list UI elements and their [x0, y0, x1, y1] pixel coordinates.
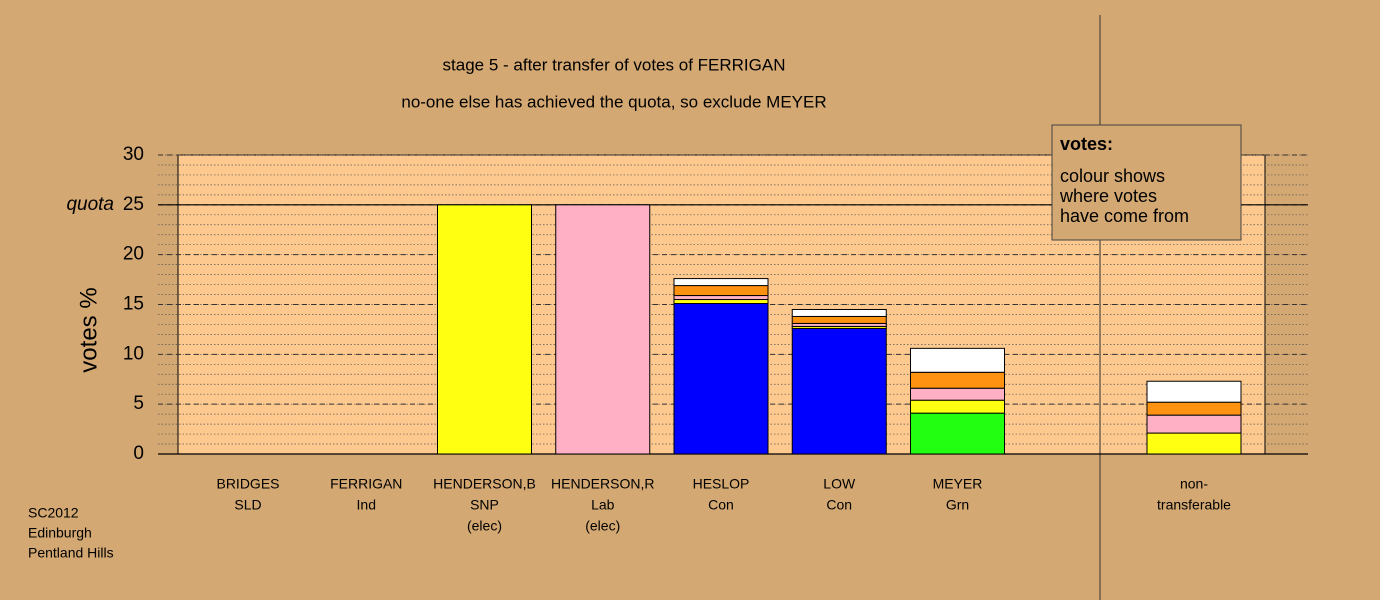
y-tick-label: 20	[123, 244, 144, 265]
x-tick-label: SLD	[234, 497, 261, 513]
x-tick-label: BRIDGES	[216, 476, 279, 492]
footer-text: Pentland Hills	[28, 545, 114, 561]
bar-segment	[673, 303, 769, 455]
bar-segment	[791, 327, 887, 455]
footer-text: SC2012	[28, 505, 79, 521]
bar-segment	[910, 399, 1005, 414]
bar-segment	[1146, 401, 1242, 416]
bar-segment	[1146, 414, 1242, 434]
bar-segment	[1146, 380, 1242, 403]
legend-text: where votes	[1059, 186, 1157, 206]
x-tick-label: MEYER	[933, 476, 983, 492]
bar-segment	[673, 295, 769, 301]
bar-segment	[791, 308, 887, 317]
x-tick-label: LOW	[823, 476, 856, 492]
bar-segment	[555, 204, 651, 455]
y-tick-label: 15	[123, 294, 144, 315]
x-tick-label: transferable	[1157, 497, 1231, 513]
bar-segment	[791, 315, 887, 324]
chart-subtitle: no-one else has achieved the quota, so e…	[401, 92, 826, 111]
bar-segment	[910, 347, 1005, 373]
bar-segment	[437, 204, 532, 455]
y-tick-label: 25	[123, 194, 144, 215]
legend-text: colour shows	[1060, 166, 1165, 186]
x-tick-label: Con	[826, 497, 852, 513]
bar-segment	[910, 387, 1005, 401]
x-tick-label: non-	[1180, 476, 1208, 492]
x-tick-label: Grn	[946, 497, 969, 513]
x-tick-label: (elec)	[467, 518, 502, 534]
bar-segment	[1146, 432, 1242, 455]
legend-box	[1051, 124, 1242, 241]
legend-title: votes:	[1060, 134, 1113, 154]
bar-segment	[673, 299, 769, 305]
x-tick-label: HENDERSON,B	[433, 476, 536, 492]
x-tick-label: HESLOP	[693, 476, 750, 492]
x-tick-label: Con	[708, 497, 734, 513]
y-tick-label: 5	[133, 393, 144, 414]
bar-segment	[910, 412, 1005, 455]
y-tick-label: 30	[123, 144, 144, 165]
y-axis-label: votes %	[75, 287, 102, 372]
bar-segment	[910, 371, 1005, 389]
y-tick-label: 10	[123, 343, 144, 364]
bar-segment	[673, 278, 769, 287]
x-tick-label: FERRIGAN	[330, 476, 402, 492]
x-tick-label: Ind	[357, 497, 376, 513]
x-tick-label: Lab	[591, 497, 615, 513]
x-tick-label: (elec)	[585, 518, 620, 534]
y-tick-label: 0	[133, 443, 144, 464]
bar-segment	[673, 285, 769, 297]
quota-label: quota	[66, 194, 114, 215]
chart-title: stage 5 - after transfer of votes of FER…	[443, 55, 786, 74]
x-tick-label: SNP	[470, 497, 499, 513]
x-tick-label: HENDERSON,R	[551, 476, 654, 492]
legend-text: have come from	[1060, 206, 1189, 226]
footer-text: Edinburgh	[28, 525, 92, 541]
